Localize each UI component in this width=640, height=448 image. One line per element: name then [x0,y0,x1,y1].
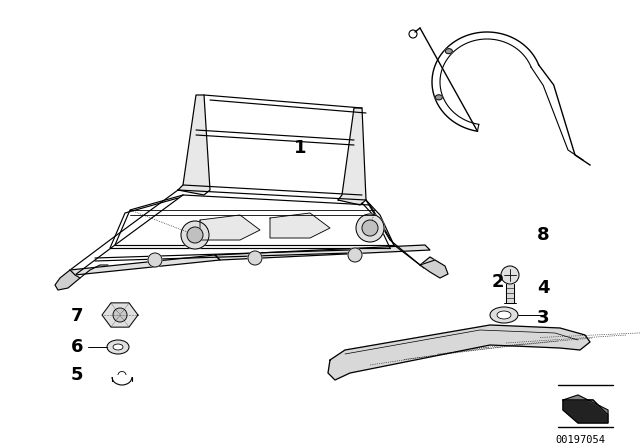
Text: 8: 8 [537,226,549,244]
Circle shape [187,227,203,243]
Text: 3: 3 [537,309,549,327]
Circle shape [356,214,384,242]
Text: 2: 2 [492,273,504,291]
Polygon shape [420,260,448,278]
Polygon shape [338,108,366,205]
Polygon shape [70,255,220,275]
Circle shape [501,266,519,284]
Text: 4: 4 [537,279,549,297]
Text: 6: 6 [71,338,83,356]
Circle shape [113,308,127,322]
Circle shape [148,253,162,267]
Ellipse shape [497,311,511,319]
Text: 7: 7 [71,307,83,325]
Circle shape [181,221,209,249]
Polygon shape [178,95,210,195]
Polygon shape [215,245,430,260]
Polygon shape [200,215,260,240]
Polygon shape [420,257,435,268]
Polygon shape [506,284,514,303]
Polygon shape [102,303,138,327]
Ellipse shape [113,344,123,350]
Text: 1: 1 [294,139,307,157]
Polygon shape [270,213,330,238]
Polygon shape [563,400,608,423]
Polygon shape [328,325,590,380]
Ellipse shape [490,307,518,323]
Ellipse shape [445,49,452,54]
Ellipse shape [107,340,129,354]
Text: 00197054: 00197054 [555,435,605,445]
Polygon shape [55,270,80,290]
Polygon shape [563,395,608,415]
Circle shape [362,220,378,236]
Text: 5: 5 [71,366,83,384]
Circle shape [248,251,262,265]
Circle shape [348,248,362,262]
Ellipse shape [435,95,442,100]
